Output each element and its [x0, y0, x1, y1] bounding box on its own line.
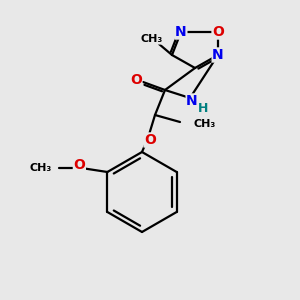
Text: H: H: [198, 101, 208, 115]
Text: N: N: [212, 48, 224, 62]
Text: N: N: [186, 94, 198, 108]
Text: CH₃: CH₃: [141, 34, 163, 44]
Text: O: O: [144, 133, 156, 147]
Text: O: O: [130, 73, 142, 87]
Text: CH₃: CH₃: [29, 163, 51, 173]
Text: O: O: [212, 25, 224, 39]
Text: CH₃: CH₃: [193, 119, 215, 129]
Text: N: N: [175, 25, 187, 39]
Text: O: O: [74, 158, 85, 172]
